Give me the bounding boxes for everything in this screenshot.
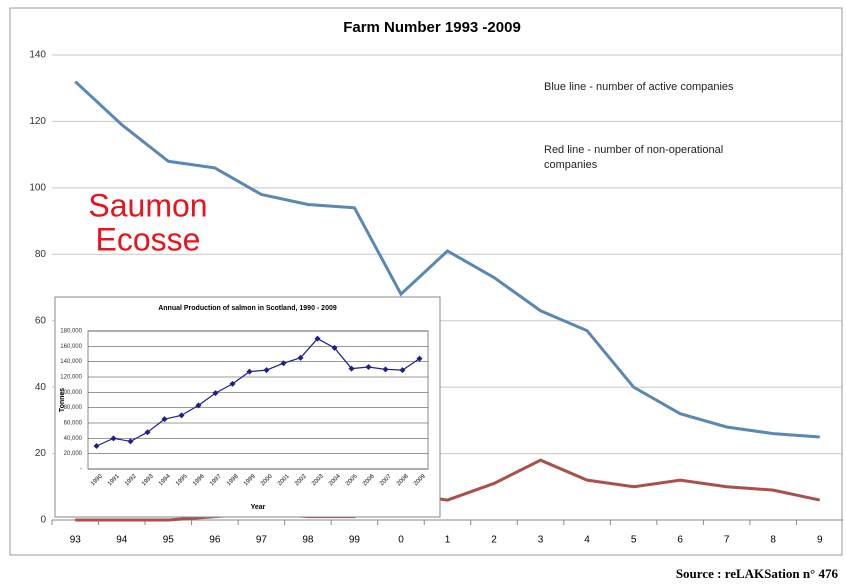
data-point — [280, 360, 287, 367]
annotation: Red line - number of non-operational com… — [544, 144, 724, 171]
y-tick-label: 20,000 — [64, 451, 83, 457]
y-tick-label: 120 — [29, 116, 46, 127]
x-tick-label: 2 — [491, 535, 497, 546]
x-tick-label: 98 — [302, 535, 314, 546]
data-point — [263, 367, 270, 374]
y-tick-label: 40,000 — [64, 436, 83, 442]
x-tick-label: 5 — [631, 535, 637, 546]
y-tick-label: 80 — [35, 249, 47, 260]
data-point — [365, 364, 372, 371]
x-tick-label: 4 — [584, 535, 590, 546]
x-tick-label: 95 — [163, 535, 175, 546]
data-point — [229, 380, 236, 387]
y-tick-label: 60,000 — [64, 421, 83, 427]
y-tick-label: 100,000 — [60, 390, 82, 396]
data-point — [178, 412, 185, 419]
x-tick-label: 1 — [445, 535, 451, 546]
x-tick-label: 0 — [398, 535, 404, 546]
data-point — [416, 355, 423, 362]
data-point — [144, 429, 151, 436]
data-point — [331, 344, 338, 351]
x-axis-label: Year — [251, 504, 266, 511]
y-tick-label: 140,000 — [60, 359, 82, 365]
data-point — [110, 435, 117, 442]
data-line — [74, 80, 820, 439]
data-line — [75, 458, 821, 522]
x-tick-label: 94 — [116, 535, 128, 546]
y-tick-label: 120,000 — [60, 375, 82, 381]
y-axis-label: Tonnes — [59, 388, 66, 412]
x-tick-label: 6 — [677, 535, 683, 546]
data-point — [127, 438, 134, 445]
overlay-text: Saumon — [88, 187, 207, 223]
x-tick-label: 9 — [817, 535, 823, 546]
source: Source : reLAKSation n° 476 — [676, 566, 839, 581]
annotation: Blue line - number of active companies — [544, 81, 734, 93]
data-point — [297, 354, 304, 361]
x-tick-label: 7 — [724, 535, 730, 546]
chart-title: Farm Number 1993 -2009 — [343, 19, 521, 36]
data-point — [246, 368, 253, 375]
y-tick-label: 20 — [35, 448, 47, 459]
y-tick-label: - — [80, 467, 82, 473]
inset-frame — [54, 296, 441, 518]
x-tick-label: 93 — [70, 535, 82, 546]
data-point — [382, 366, 389, 373]
data-point — [399, 367, 406, 374]
x-tick-label: 97 — [256, 535, 268, 546]
y-tick-label: 180,000 — [60, 329, 82, 335]
data-point — [195, 402, 202, 409]
y-tick-label: 100 — [29, 182, 46, 193]
data-point — [348, 365, 355, 372]
y-tick-label: 60 — [35, 315, 47, 326]
x-tick-label: 96 — [209, 535, 221, 546]
data-line — [96, 337, 420, 447]
y-tick-label: 160,000 — [60, 344, 82, 350]
x-tick-label: 99 — [349, 535, 361, 546]
y-tick-label: 0 — [40, 515, 46, 526]
inset-title: Annual Production of salmon in Scotland,… — [158, 305, 337, 312]
x-tick-label: 3 — [538, 535, 544, 546]
y-tick-label: 80,000 — [64, 405, 83, 411]
data-point — [93, 443, 100, 449]
data-point — [161, 416, 168, 423]
overlay-text: Ecosse — [96, 221, 201, 257]
x-tick-label: 8 — [770, 535, 776, 546]
y-tick-label: 40 — [35, 382, 47, 393]
data-point — [314, 335, 321, 342]
data-point — [212, 390, 219, 397]
y-tick-label: 140 — [29, 50, 46, 61]
